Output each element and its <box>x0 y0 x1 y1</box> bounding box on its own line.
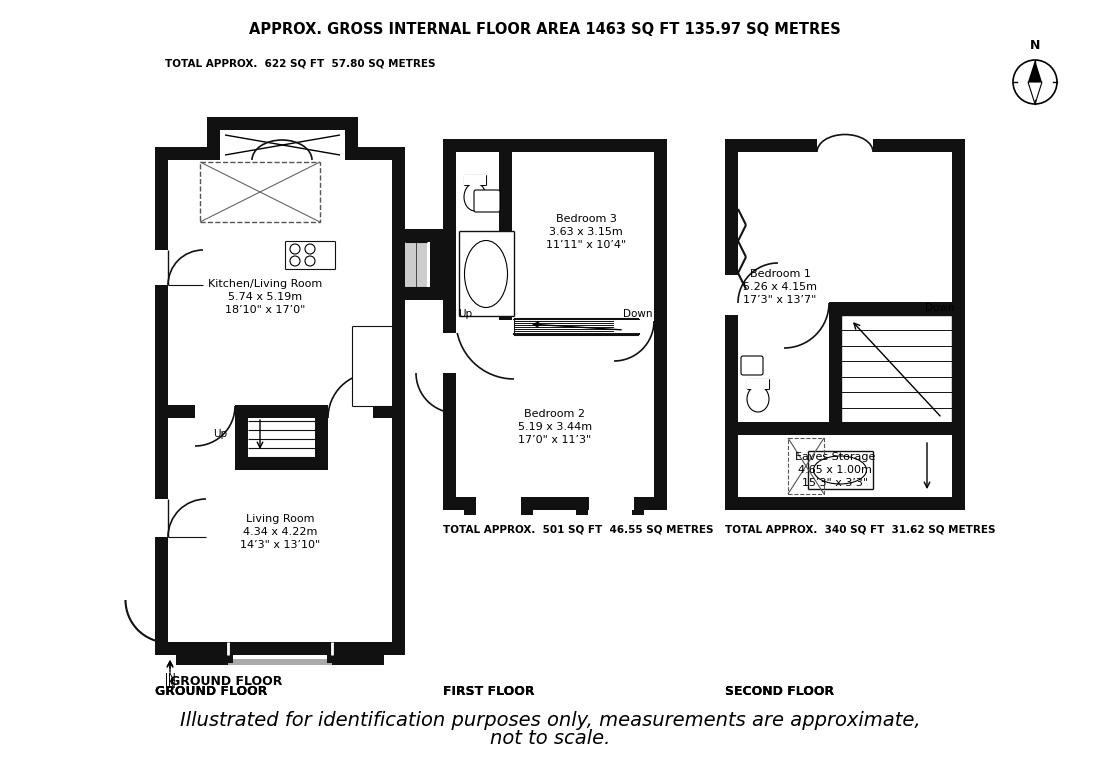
Ellipse shape <box>464 241 507 308</box>
Polygon shape <box>1028 60 1042 82</box>
Bar <box>784 302 829 315</box>
Bar <box>588 497 634 510</box>
Polygon shape <box>456 152 654 497</box>
Text: TOTAL APPROX.  622 SQ FT  57.80 SQ METRES: TOTAL APPROX. 622 SQ FT 57.80 SQ METRES <box>165 58 436 68</box>
Bar <box>464 175 486 185</box>
FancyBboxPatch shape <box>741 356 763 375</box>
Bar <box>332 650 384 665</box>
Bar <box>747 379 769 389</box>
Bar <box>155 250 168 285</box>
Text: Kitchen/Living Room
5.74 x 5.19m
18’10" x 17’0": Kitchen/Living Room 5.74 x 5.19m 18’10" … <box>208 279 322 315</box>
Polygon shape <box>168 130 392 642</box>
Text: Bedroom 2
5.19 x 3.44m
17’0" x 11’3": Bedroom 2 5.19 x 3.44m 17’0" x 11’3" <box>518 409 592 445</box>
Polygon shape <box>443 139 667 510</box>
Text: Living Room
4.34 x 4.22m
14’3" x 13’10": Living Room 4.34 x 4.22m 14’3" x 13’10" <box>240 514 320 550</box>
Text: Down: Down <box>623 309 652 319</box>
Bar <box>443 333 456 373</box>
Bar <box>456 320 514 333</box>
Bar <box>155 499 168 537</box>
Bar <box>829 302 952 315</box>
Bar <box>514 316 639 333</box>
Bar <box>200 162 320 222</box>
Text: GROUND FLOOR: GROUND FLOOR <box>170 675 283 688</box>
Text: Down: Down <box>924 303 954 313</box>
Text: Eaves Storage
4.65 x 1.00m
15’3" x 3’3": Eaves Storage 4.65 x 1.00m 15’3" x 3’3" <box>795 451 876 488</box>
Text: IN: IN <box>165 673 175 683</box>
Bar <box>392 229 430 300</box>
Ellipse shape <box>464 183 486 211</box>
Bar <box>315 412 328 470</box>
Bar <box>614 320 654 333</box>
Bar <box>328 403 373 418</box>
Polygon shape <box>725 139 965 510</box>
Bar <box>405 242 427 287</box>
Bar <box>176 650 228 665</box>
Bar <box>476 497 521 510</box>
Bar <box>178 655 233 663</box>
Bar <box>228 659 332 665</box>
Text: GROUND FLOOR: GROUND FLOOR <box>155 685 267 698</box>
Text: GROUND FLOOR: GROUND FLOOR <box>155 685 267 698</box>
Text: TOTAL APPROX.  501 SQ FT  46.55 SQ METRES: TOTAL APPROX. 501 SQ FT 46.55 SQ METRES <box>443 525 714 535</box>
Bar <box>464 510 476 515</box>
Bar <box>499 146 512 321</box>
Bar <box>788 438 824 494</box>
Text: FIRST FLOOR: FIRST FLOOR <box>443 685 535 698</box>
Text: not to scale.: not to scale. <box>490 730 610 748</box>
Text: APPROX. GROSS INTERNAL FLOOR AREA 1463 SQ FT 135.97 SQ METRES: APPROX. GROSS INTERNAL FLOOR AREA 1463 S… <box>249 22 840 37</box>
Bar <box>459 231 514 316</box>
Bar <box>195 403 235 418</box>
Bar <box>285 241 336 269</box>
Bar <box>808 451 873 489</box>
Bar <box>392 229 430 242</box>
Text: Up: Up <box>213 429 227 439</box>
Polygon shape <box>738 152 952 497</box>
Polygon shape <box>155 117 405 655</box>
Bar <box>725 275 738 315</box>
Text: Illustrated for identification purposes only, measurements are approximate,: Illustrated for identification purposes … <box>179 710 921 730</box>
Ellipse shape <box>747 386 769 412</box>
Bar <box>405 242 430 287</box>
Text: IN: IN <box>165 680 175 690</box>
FancyBboxPatch shape <box>474 190 500 212</box>
Bar <box>235 412 248 470</box>
Bar <box>235 457 315 470</box>
Bar <box>456 320 654 333</box>
Text: TOTAL APPROX.  340 SQ FT  31.62 SQ METRES: TOTAL APPROX. 340 SQ FT 31.62 SQ METRES <box>725 525 996 535</box>
Bar <box>829 309 842 423</box>
Text: Up: Up <box>458 309 472 319</box>
Polygon shape <box>1028 82 1042 104</box>
Ellipse shape <box>814 456 867 484</box>
Bar <box>738 422 952 435</box>
Bar <box>327 655 382 663</box>
Bar <box>392 287 430 300</box>
Bar <box>521 510 534 515</box>
Text: SECOND FLOOR: SECOND FLOOR <box>725 685 834 698</box>
Bar <box>352 326 392 406</box>
Text: Bedroom 3
3.63 x 3.15m
11’11" x 10’4": Bedroom 3 3.63 x 3.15m 11’11" x 10’4" <box>546 214 626 250</box>
Bar <box>168 405 392 418</box>
Bar <box>576 510 588 515</box>
Text: N: N <box>1030 39 1041 52</box>
Text: SECOND FLOOR: SECOND FLOOR <box>725 685 834 698</box>
Text: FIRST FLOOR: FIRST FLOOR <box>443 685 535 698</box>
Bar <box>817 139 873 152</box>
Bar <box>632 510 644 515</box>
Text: Bedroom 1
5.26 x 4.15m
17’3" x 13’7": Bedroom 1 5.26 x 4.15m 17’3" x 13’7" <box>742 269 817 305</box>
Bar <box>430 229 443 300</box>
